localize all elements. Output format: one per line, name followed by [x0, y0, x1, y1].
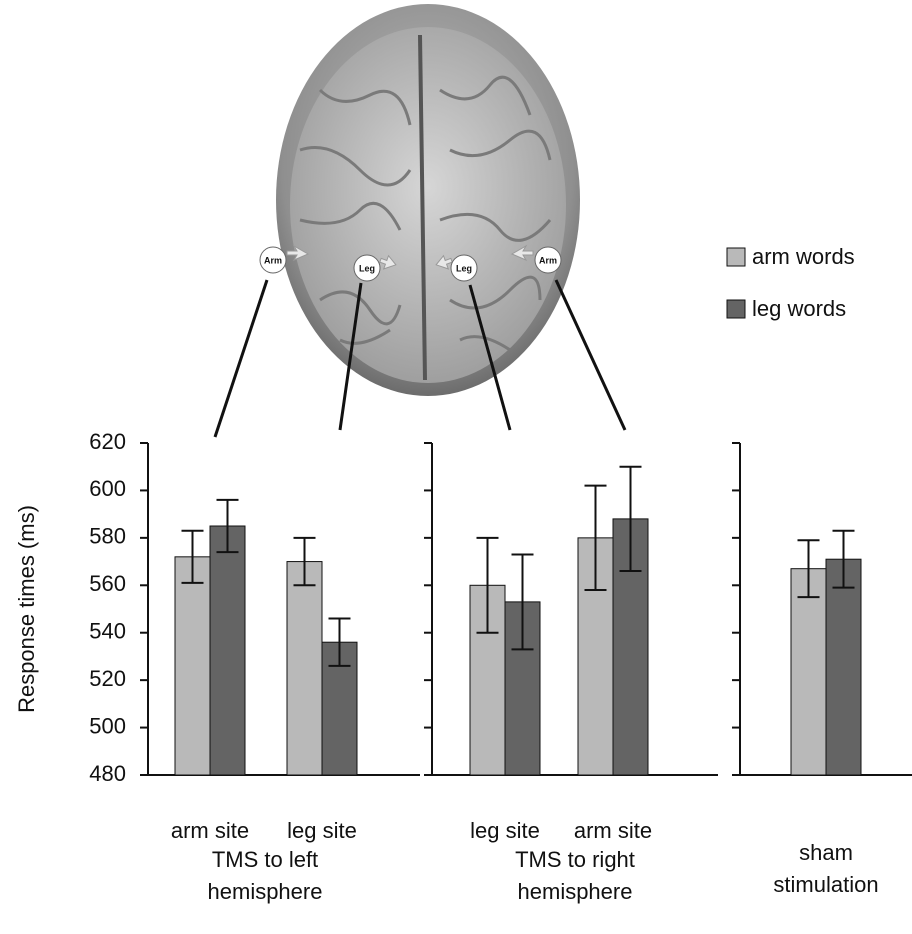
page: Arm Leg Leg Arm Response times (ms) 480 500 520… [0, 0, 912, 934]
bar [175, 557, 210, 775]
x-tick-label: arm site [574, 818, 652, 843]
bar [210, 526, 245, 775]
x-tick-label: leg site [287, 818, 357, 843]
y-tick-label: 480 [89, 761, 126, 786]
site-label: Leg [359, 263, 375, 273]
brain-image [276, 4, 580, 396]
bar [287, 562, 322, 775]
site-label: Arm [539, 255, 557, 265]
group-label: sham stimulation [756, 837, 896, 901]
y-tick-label: 600 [89, 476, 126, 501]
x-tick-label: leg site [470, 818, 540, 843]
legend-label: leg words [752, 296, 846, 321]
site-label: Arm [264, 255, 282, 265]
y-axis-label: Response times (ms) [14, 505, 39, 713]
legend-swatch [727, 300, 745, 318]
y-tick-label: 540 [89, 619, 126, 644]
bar [791, 569, 826, 775]
legend-label: arm words [752, 244, 855, 269]
y-tick-label: 560 [89, 571, 126, 596]
site-label: Leg [456, 263, 472, 273]
group-label: TMS to right hemisphere [485, 844, 665, 908]
bar [826, 559, 861, 775]
y-tick-label: 580 [89, 524, 126, 549]
y-tick-label: 620 [89, 429, 126, 454]
legend-swatch [727, 248, 745, 266]
y-tick-label: 520 [89, 666, 126, 691]
y-tick-label: 500 [89, 713, 126, 738]
group-label: TMS to left hemisphere [175, 844, 355, 908]
chart: Arm Leg Leg Arm Response times (ms) 480 500 520… [0, 0, 912, 934]
x-tick-label: arm site [171, 818, 249, 843]
